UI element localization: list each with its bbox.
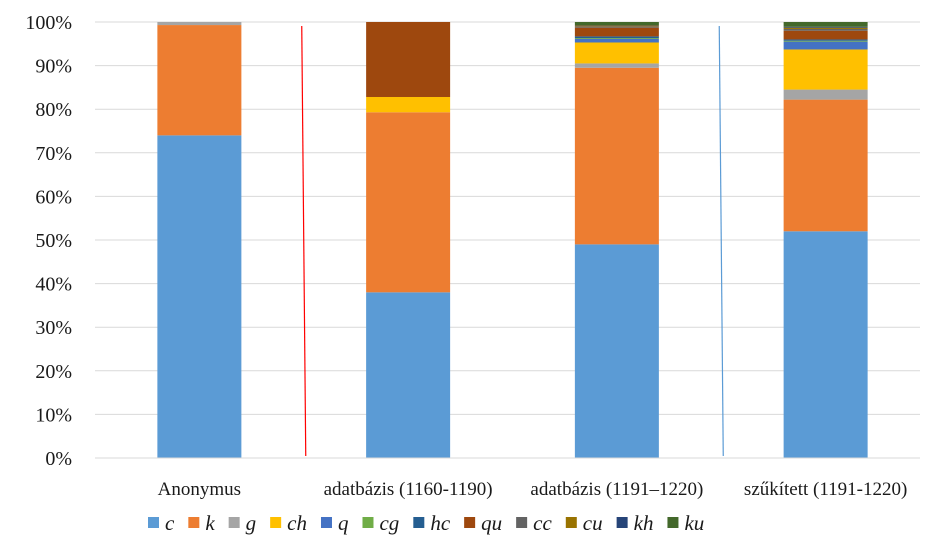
bar-segment-cc [783, 28, 868, 31]
y-tick-label: 100% [25, 12, 72, 34]
bar-segment-ku [783, 22, 868, 27]
category-label: adatbázis (1160-1190) [324, 479, 493, 500]
legend-item-k: k [188, 511, 215, 535]
legend-swatch [616, 517, 628, 528]
bar-segment-c [574, 244, 659, 458]
bar-segment-k [157, 25, 242, 136]
bar-segment-ch [783, 49, 868, 90]
category-labels: Anonymus adatbázis (1160-1190) adatbázis (… [158, 479, 908, 500]
bar-segment-cg [574, 38, 659, 40]
y-tick-label: 10% [35, 404, 72, 426]
bar-segment-c [157, 135, 242, 459]
category-label: adatbázis (1191–1220) [530, 479, 703, 500]
legend-swatch [188, 517, 200, 528]
bar-segment-hc [783, 39, 868, 41]
bar-segment-qu [366, 22, 451, 97]
legend-item-q: q [320, 511, 349, 535]
bar-segment-hc [574, 36, 659, 39]
separator-line [301, 25, 307, 457]
y-tick-label: 0% [45, 448, 72, 470]
legend-item-g: g [228, 511, 257, 535]
legend-label: ch [287, 511, 307, 535]
bar-segment-cg [783, 40, 868, 42]
separator-line [718, 25, 724, 457]
bar-segment-k [366, 112, 451, 293]
bar-segment-k [574, 67, 659, 245]
bar-segment-qu [574, 27, 659, 37]
bar-segment-g [783, 89, 868, 100]
y-tick-label: 80% [35, 99, 72, 121]
legend-label: q [338, 511, 349, 535]
legend-swatch [148, 517, 159, 528]
bar-segment-ku [574, 22, 659, 26]
legend-item-c: c [148, 511, 175, 535]
legend-swatch [413, 517, 425, 528]
category-label: Anonymus [158, 479, 241, 500]
bars [157, 22, 868, 459]
legend-swatch [362, 517, 374, 528]
legend-label: cu [583, 511, 603, 535]
legend-item-ku: ku [667, 511, 704, 535]
category-label: szűkített (1191-1220) [744, 479, 907, 500]
legend-label: k [205, 511, 215, 535]
y-tick-label: 70% [35, 143, 72, 165]
legend-swatch [667, 517, 679, 528]
bar-segment-ch [366, 96, 451, 113]
legend-swatch [565, 517, 577, 528]
bar-segment-c [366, 292, 451, 458]
bar-segment-k [783, 99, 868, 232]
legend-item-cu: cu [565, 511, 603, 535]
bar-segment-q [574, 39, 659, 43]
legend-item-cc: cc [516, 511, 552, 535]
bar-segment-ch [574, 42, 659, 64]
bar-segment-cu [574, 25, 659, 27]
legend-item-ch: ch [270, 511, 307, 535]
y-tick-label: 50% [35, 230, 72, 252]
y-tick-label: 60% [35, 186, 72, 208]
bar-segment-q [783, 41, 868, 50]
bar-segment-qu [783, 30, 868, 40]
y-tick-label: 90% [35, 56, 72, 78]
legend-label: kh [634, 511, 654, 535]
bar-segment-g [574, 63, 659, 68]
legend-item-qu: qu [464, 511, 502, 535]
separator-lines [301, 25, 724, 457]
legend-label: cc [533, 511, 552, 535]
bar-segment-cu [783, 27, 868, 29]
bar-segment-cc [574, 26, 659, 28]
legend-item-hc: hc [413, 511, 451, 535]
legend-item-kh: kh [616, 511, 654, 535]
bar-segment-kh [783, 26, 868, 28]
legend-swatch [270, 517, 282, 528]
legend-label: g [246, 511, 257, 535]
y-axis-tick-labels: 0% 10% 20% 30% 40% 50% 60% 70% 80% 90% 100% [25, 12, 72, 470]
legend-label: hc [430, 511, 451, 535]
legend-swatch [516, 517, 528, 528]
legend-label: qu [481, 511, 502, 535]
legend-label: cg [379, 511, 399, 535]
bar-segment-c [783, 231, 868, 458]
bar-segment-g [157, 22, 242, 26]
legend-swatch [320, 517, 332, 528]
legend-swatch [228, 517, 240, 528]
legend-label: ku [684, 511, 704, 535]
legend-item-cg: cg [362, 511, 399, 535]
legend: c k g ch q cg hc qu cc cu kh ku [148, 511, 704, 535]
y-tick-label: 30% [35, 317, 72, 339]
y-tick-label: 20% [35, 361, 72, 383]
legend-label: c [165, 511, 175, 535]
legend-swatch [464, 517, 476, 528]
y-tick-label: 40% [35, 274, 72, 296]
